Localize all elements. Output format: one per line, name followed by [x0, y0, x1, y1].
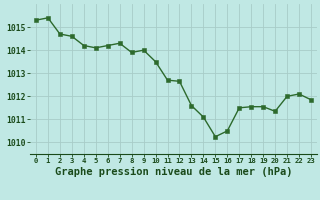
X-axis label: Graphe pression niveau de la mer (hPa): Graphe pression niveau de la mer (hPa) [55, 167, 292, 177]
